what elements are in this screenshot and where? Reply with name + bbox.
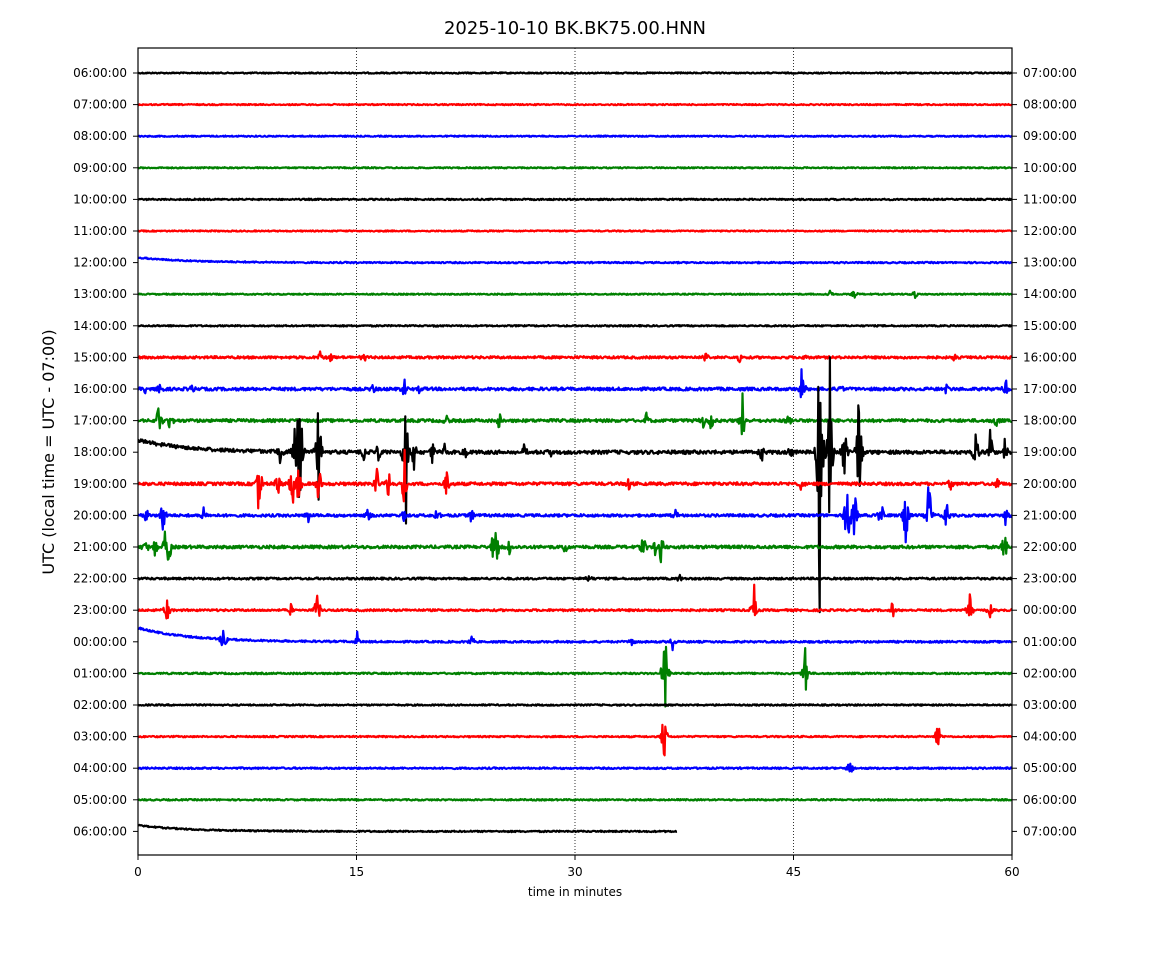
chart-title: 2025-10-10 BK.BK75.00.HNN: [444, 18, 706, 39]
left-tick-label: 20:00:00: [73, 508, 127, 522]
right-tick-label: 02:00:00: [1023, 666, 1077, 680]
left-tick-label: 18:00:00: [73, 445, 127, 459]
trace-7: [138, 256, 1012, 265]
trace-4: [138, 166, 1012, 170]
x-axis-label: time in minutes: [528, 885, 622, 899]
left-tick-label: 14:00:00: [73, 319, 127, 333]
right-tick-label: 18:00:00: [1023, 414, 1077, 428]
left-tick-label: 02:00:00: [73, 698, 127, 712]
right-tick-label: 00:00:00: [1023, 603, 1077, 617]
left-tick-label: 00:00:00: [73, 635, 127, 649]
right-tick-label: 07:00:00: [1023, 824, 1077, 838]
trace-2: [138, 102, 1012, 107]
right-tick-label: 10:00:00: [1023, 161, 1077, 175]
y-axis-label: UTC (local time = UTC - 07:00): [39, 329, 58, 574]
right-tick-label: 17:00:00: [1023, 382, 1077, 396]
trace-23: [138, 762, 1012, 773]
trace-17: [138, 573, 1012, 582]
left-tick-label: 06:00:00: [73, 824, 127, 838]
trace-22: [138, 723, 1012, 757]
left-tick-label: 22:00:00: [73, 572, 127, 586]
left-tick-label: 08:00:00: [73, 129, 127, 143]
left-tick-label: 16:00:00: [73, 382, 127, 396]
left-tick-label: 19:00:00: [73, 477, 127, 491]
left-tick-label: 17:00:00: [73, 414, 127, 428]
trace-18: [138, 583, 1012, 620]
trace-25: [138, 823, 678, 834]
trace-21: [138, 703, 1012, 707]
right-tick-label: 04:00:00: [1023, 730, 1077, 744]
trace-8: [138, 289, 1012, 299]
x-tick-label: 0: [134, 865, 142, 879]
right-tick-label: 09:00:00: [1023, 129, 1077, 143]
right-tick-label: 22:00:00: [1023, 540, 1077, 554]
left-tick-label: 10:00:00: [73, 192, 127, 206]
trace-12: [138, 392, 1012, 436]
right-tick-label: 03:00:00: [1023, 698, 1077, 712]
trace-3: [138, 134, 1012, 138]
right-tick-label: 19:00:00: [1023, 445, 1077, 459]
trace-10: [138, 350, 1012, 364]
trace-1: [138, 71, 1012, 75]
right-tick-label: 15:00:00: [1023, 319, 1077, 333]
trace-6: [138, 229, 1012, 233]
trace-16: [138, 530, 1012, 564]
trace-13: [138, 356, 1012, 614]
left-tick-label: 05:00:00: [73, 793, 127, 807]
plot-area: [138, 48, 1012, 855]
right-tick-label: 23:00:00: [1023, 572, 1077, 586]
trace-24: [138, 798, 1012, 802]
left-tick-label: 04:00:00: [73, 761, 127, 775]
right-tick-label: 05:00:00: [1023, 761, 1077, 775]
trace-11: [138, 368, 1012, 399]
trace-19: [138, 626, 1012, 652]
trace-14: [138, 448, 1012, 510]
left-tick-label: 09:00:00: [73, 161, 127, 175]
left-tick-label: 11:00:00: [73, 224, 127, 238]
right-tick-label: 20:00:00: [1023, 477, 1077, 491]
left-tick-label: 01:00:00: [73, 666, 127, 680]
right-tick-label: 07:00:00: [1023, 66, 1077, 80]
right-tick-label: 06:00:00: [1023, 793, 1077, 807]
right-tick-label: 13:00:00: [1023, 256, 1077, 270]
x-tick-label: 60: [1004, 865, 1019, 879]
trace-9: [138, 324, 1012, 328]
left-tick-label: 12:00:00: [73, 256, 127, 270]
left-tick-label: 13:00:00: [73, 287, 127, 301]
x-tick-label: 15: [349, 865, 364, 879]
left-tick-label: 07:00:00: [73, 98, 127, 112]
right-tick-label: 12:00:00: [1023, 224, 1077, 238]
left-tick-label: 23:00:00: [73, 603, 127, 617]
traces-group: [138, 71, 1012, 834]
trace-20: [138, 645, 1012, 708]
right-tick-label: 14:00:00: [1023, 287, 1077, 301]
axes: 06:00:00 07:00:00 08:00:00 09:00:00 10:00:00…: [73, 47, 1077, 879]
left-tick-label: 03:00:00: [73, 730, 127, 744]
right-tick-label: 01:00:00: [1023, 635, 1077, 649]
left-tick-label: 21:00:00: [73, 540, 127, 554]
x-tick-label: 30: [567, 865, 582, 879]
left-tick-label: 15:00:00: [73, 350, 127, 364]
trace-5: [138, 197, 1012, 202]
right-tick-label: 21:00:00: [1023, 508, 1077, 522]
left-tick-label: 06:00:00: [73, 66, 127, 80]
right-tick-label: 08:00:00: [1023, 98, 1077, 112]
x-tick-label: 45: [786, 865, 801, 879]
right-tick-label: 16:00:00: [1023, 350, 1077, 364]
trace-15: [138, 486, 1012, 544]
right-tick-label: 11:00:00: [1023, 192, 1077, 206]
